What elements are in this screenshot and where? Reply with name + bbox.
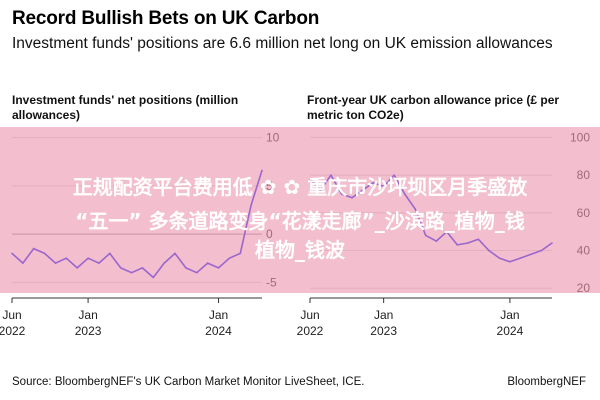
chart-title: Record Bullish Bets on UK Carbon — [12, 8, 320, 29]
right-x-tick-label: 2022 — [297, 324, 324, 338]
left-x-tick-label: 2023 — [75, 324, 102, 338]
left-x-tick-label: Jun — [2, 308, 21, 322]
left-x-tick-label: Jan — [209, 308, 228, 322]
left-x-tick-label: 2022 — [0, 324, 26, 338]
overlay-text-line-2: “五一” 多条道路变身“花漾走廊”_沙滨路_植物_钱 — [75, 209, 525, 233]
watermark-overlay — [0, 127, 600, 293]
overlay-text-line-3: 植物_钱波 — [255, 238, 345, 262]
right-x-tick-label: Jan — [374, 308, 393, 322]
right-panel-title: Front-year UK carbon allowance price (£ … — [307, 93, 560, 122]
source-note: Source: BloombergNEF's UK Carbon Market … — [12, 376, 365, 388]
brand-label: BloombergNEF — [507, 376, 586, 388]
right-x-tick-label: 2023 — [370, 324, 397, 338]
right-x-tick-label: Jan — [500, 308, 519, 322]
left-x-tick-label: Jan — [78, 308, 97, 322]
left-panel-title: Investment funds' net positions (million… — [12, 93, 239, 122]
overlay-text-line-1: 正规配资平台费用低 ✿ ✿ 重庆市沙坪坝区月季盛放 — [72, 175, 528, 199]
right-x-tick-label: 2024 — [497, 324, 524, 338]
left-x-tick-label: 2024 — [205, 324, 232, 338]
right-x-tick-label: Jun — [300, 308, 319, 322]
chart-subtitle: Investment funds' positions are 6.6 mill… — [12, 35, 553, 52]
